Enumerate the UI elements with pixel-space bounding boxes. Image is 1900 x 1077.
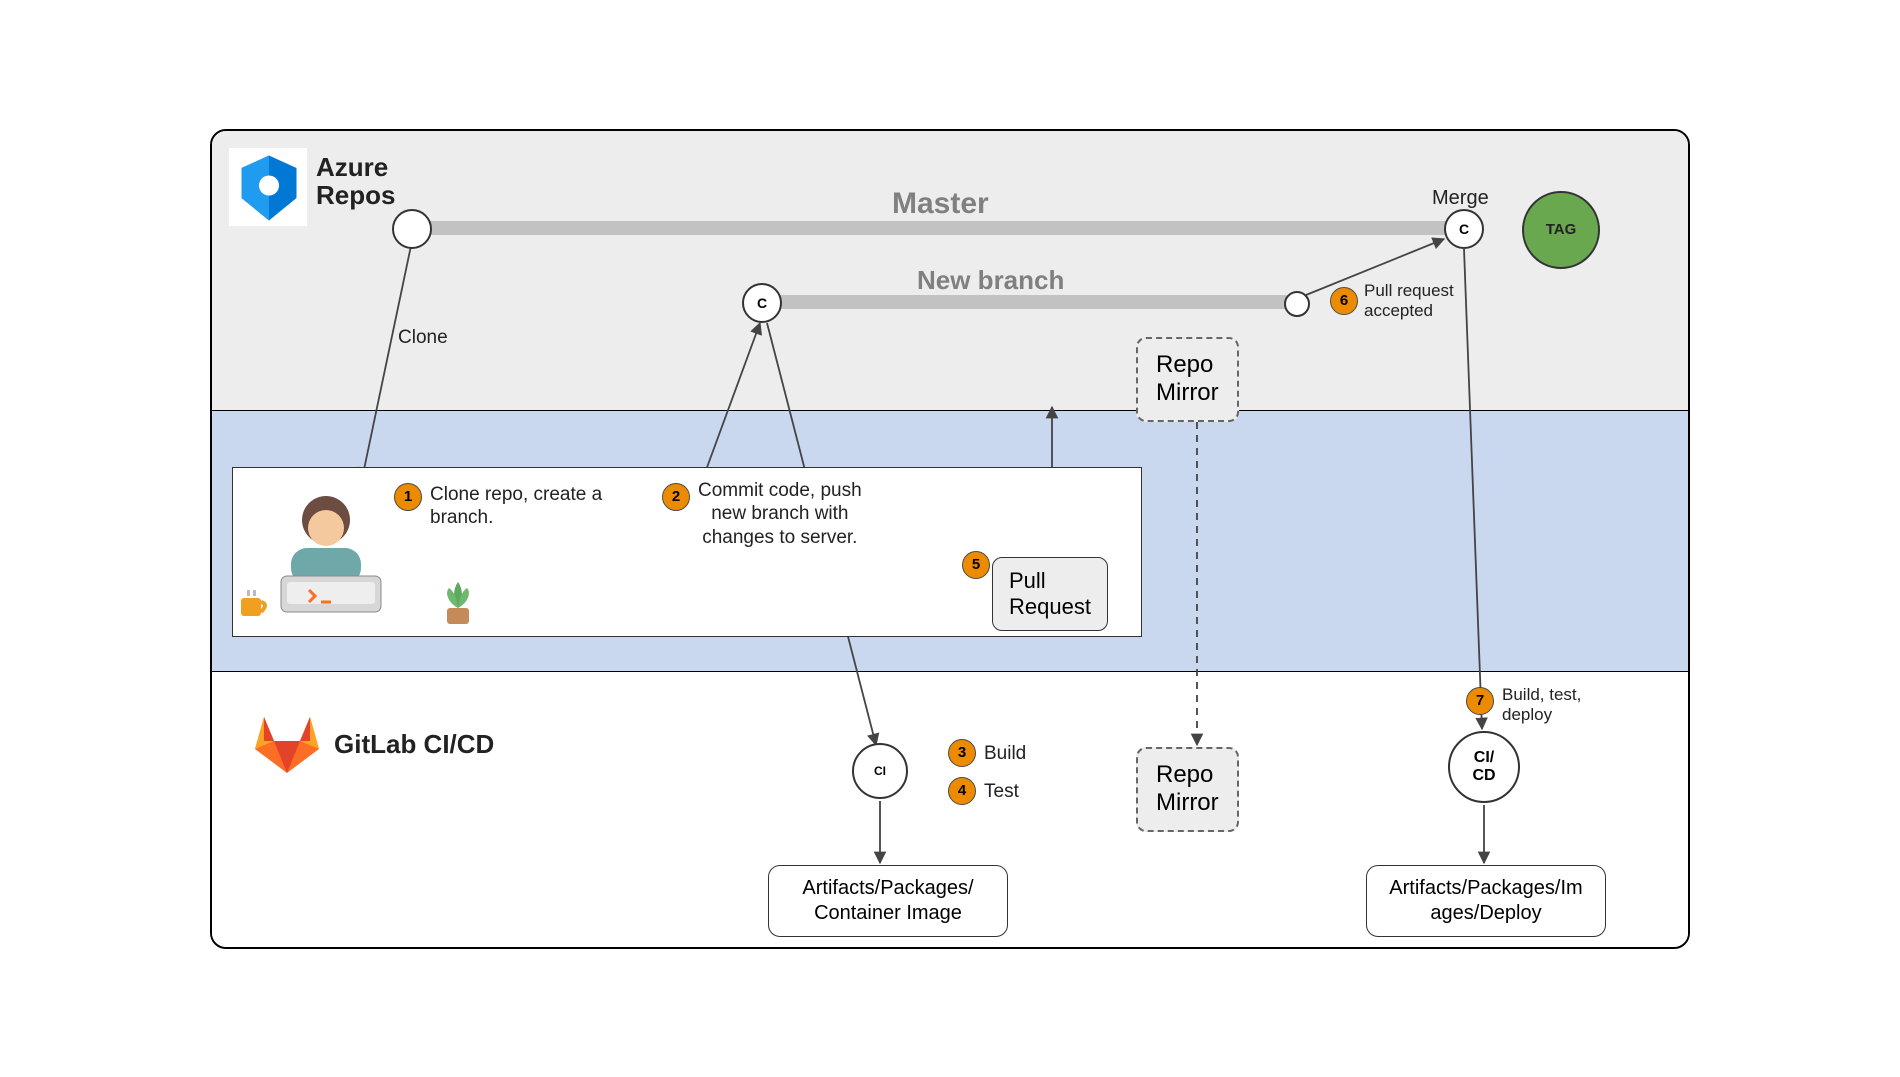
step3-text: Build	[984, 743, 1026, 765]
step1-text: Clone repo, create a branch.	[430, 483, 630, 531]
step4-text: Test	[984, 781, 1019, 803]
badge-1: 1	[394, 483, 422, 511]
step6-l2: accepted	[1364, 301, 1454, 321]
merge-label: Merge	[1432, 187, 1489, 210]
merge-node-c: C	[1459, 221, 1469, 237]
badge-4: 4	[948, 777, 976, 805]
plant-icon	[433, 578, 483, 628]
branch-c-node: C	[742, 283, 782, 323]
step2-l3: changes to server.	[698, 526, 862, 550]
artifacts1-l2: Container Image	[783, 901, 993, 926]
branch-label: New branch	[917, 265, 1064, 296]
badge-5: 5	[962, 551, 990, 579]
azure-repos-icon	[228, 147, 308, 227]
branch-end-node	[1284, 291, 1310, 317]
pr-l2: Request	[1009, 594, 1091, 620]
cicd-node: CI/ CD	[1448, 731, 1520, 803]
ci-node: CI	[852, 743, 908, 799]
artifacts2-l2: ages/Deploy	[1381, 901, 1591, 926]
artifacts-box-1: Artifacts/Packages/ Container Image	[768, 865, 1008, 937]
step2-l2: new branch with	[698, 502, 862, 526]
badge-2: 2	[662, 483, 690, 511]
master-merge-node: C	[1444, 209, 1484, 249]
badge-6: 6	[1330, 287, 1358, 315]
master-start-node	[392, 209, 432, 249]
repo-mirror-bottom: Repo Mirror	[1136, 747, 1239, 833]
branch-c-label: C	[757, 295, 767, 311]
repo-mirror-bot-l1: Repo	[1156, 761, 1219, 790]
pull-request-box: Pull Request	[992, 557, 1108, 632]
badge-3: 3	[948, 739, 976, 767]
cicd-l2: CD	[1472, 767, 1495, 785]
badge-7: 7	[1466, 687, 1494, 715]
azure-title: Azure Repos	[316, 153, 395, 210]
azure-title-line2: Repos	[316, 181, 395, 210]
artifacts-box-2: Artifacts/Packages/Im ages/Deploy	[1366, 865, 1606, 937]
tag-label: TAG	[1546, 221, 1577, 238]
repo-mirror-top-l1: Repo	[1156, 351, 1219, 380]
azure-title-line1: Azure	[316, 153, 395, 182]
clone-label: Clone	[398, 327, 448, 349]
artifacts1-l1: Artifacts/Packages/	[783, 876, 993, 901]
step7-text: Build, test, deploy	[1502, 685, 1581, 726]
step2-text: Commit code, push new branch with change…	[698, 479, 862, 550]
cicd-l1: CI/	[1472, 749, 1495, 767]
step2-l1: Commit code, push	[698, 479, 862, 503]
gitlab-icon	[252, 711, 322, 780]
step7-l2: deploy	[1502, 705, 1581, 725]
repo-mirror-bot-l2: Mirror	[1156, 789, 1219, 818]
ci-label: CI	[874, 764, 886, 778]
master-label: Master	[892, 187, 989, 221]
coffee-icon	[235, 588, 273, 626]
artifacts2-l1: Artifacts/Packages/Im	[1381, 876, 1591, 901]
step6-text: Pull request accepted	[1364, 281, 1454, 322]
tag-node: TAG	[1522, 191, 1600, 269]
diagram-canvas: Azure Repos Master Merge C TAG New branc…	[210, 129, 1690, 949]
gitlab-title: GitLab CI/CD	[334, 729, 494, 760]
branch-track	[762, 295, 1292, 309]
step6-l1: Pull request	[1364, 281, 1454, 301]
step7-l1: Build, test,	[1502, 685, 1581, 705]
repo-mirror-top-l2: Mirror	[1156, 379, 1219, 408]
pr-l1: Pull	[1009, 568, 1091, 594]
master-track	[402, 221, 1452, 235]
developer-icon	[251, 478, 401, 628]
repo-mirror-top: Repo Mirror	[1136, 337, 1239, 423]
